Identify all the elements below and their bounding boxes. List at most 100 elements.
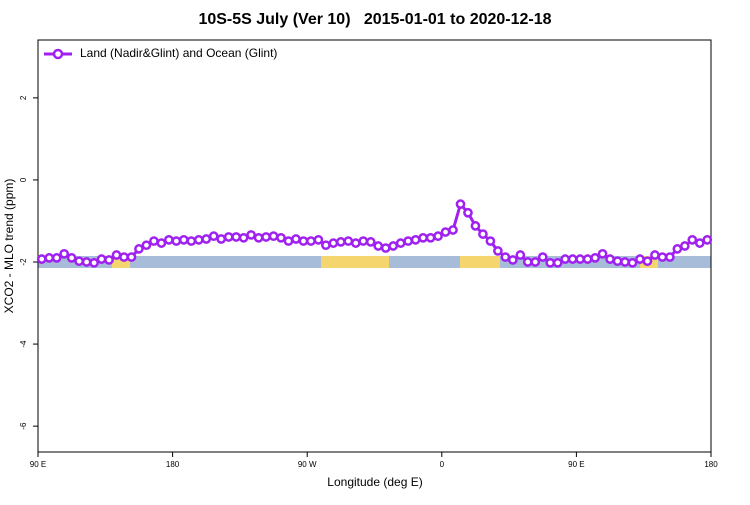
point xyxy=(74,256,84,267)
point xyxy=(298,236,309,246)
point xyxy=(440,227,451,237)
point xyxy=(276,232,286,243)
point xyxy=(238,232,249,243)
point xyxy=(530,257,541,267)
point xyxy=(679,241,690,251)
point xyxy=(253,232,264,243)
point xyxy=(201,234,212,244)
point xyxy=(178,234,189,245)
point xyxy=(507,255,518,265)
point xyxy=(463,207,473,218)
point xyxy=(358,236,369,246)
point xyxy=(51,253,62,263)
point xyxy=(186,236,197,246)
point xyxy=(149,236,159,246)
point xyxy=(208,231,219,242)
point xyxy=(635,254,645,264)
point xyxy=(328,238,339,248)
point xyxy=(575,254,585,264)
point xyxy=(642,256,653,267)
point xyxy=(672,244,683,254)
point xyxy=(410,234,421,245)
point xyxy=(448,225,458,235)
point xyxy=(612,256,623,267)
point xyxy=(433,231,443,242)
point xyxy=(702,234,713,245)
point xyxy=(59,248,70,259)
point xyxy=(171,236,182,246)
point xyxy=(522,257,533,267)
point xyxy=(313,234,324,245)
point xyxy=(687,234,698,245)
point xyxy=(657,252,668,262)
point xyxy=(283,236,294,246)
land-band xyxy=(321,256,389,268)
point xyxy=(403,236,413,246)
point xyxy=(380,243,391,253)
y-tick-label: -4 xyxy=(19,340,28,348)
x-tick-label: 180 xyxy=(166,460,180,469)
point xyxy=(493,246,503,256)
point xyxy=(36,254,47,264)
point xyxy=(478,229,488,239)
point xyxy=(470,221,481,231)
point xyxy=(597,248,608,259)
point xyxy=(552,257,563,268)
point xyxy=(343,236,354,246)
point xyxy=(321,240,331,251)
point xyxy=(246,230,256,240)
point xyxy=(395,238,406,248)
point xyxy=(223,232,234,242)
point xyxy=(336,237,346,247)
point xyxy=(485,236,496,246)
point xyxy=(500,252,511,262)
x-tick-label: 180 xyxy=(704,460,718,469)
x-tick-label: 90 E xyxy=(30,460,46,469)
point xyxy=(620,257,630,267)
point xyxy=(694,238,705,248)
point xyxy=(81,257,92,267)
point xyxy=(104,255,114,265)
point xyxy=(111,250,122,260)
land-band xyxy=(460,256,500,268)
point xyxy=(156,238,167,248)
point xyxy=(650,250,660,260)
legend-marker xyxy=(52,48,64,60)
point xyxy=(134,244,144,254)
x-tick-label: 90 W xyxy=(298,460,317,469)
point xyxy=(567,254,578,264)
point xyxy=(582,254,593,264)
point xyxy=(590,253,600,263)
point xyxy=(537,252,548,262)
point xyxy=(141,240,152,251)
point xyxy=(126,252,137,262)
point xyxy=(164,234,174,245)
y-tick-label: 2 xyxy=(19,95,28,100)
point xyxy=(455,199,466,209)
point xyxy=(388,241,399,251)
point xyxy=(515,250,526,260)
point xyxy=(350,238,361,248)
point xyxy=(231,232,242,242)
point xyxy=(261,232,271,242)
point xyxy=(291,234,301,244)
point xyxy=(373,241,384,251)
plot-frame xyxy=(37,39,712,453)
x-tick-label: 0 xyxy=(440,460,445,469)
point xyxy=(365,237,376,247)
point xyxy=(66,253,77,263)
point xyxy=(425,232,436,243)
point xyxy=(605,254,615,264)
legend-label: Land (Nadir&Glint) and Ocean (Glint) xyxy=(80,46,277,60)
point xyxy=(44,253,55,263)
point xyxy=(306,236,316,246)
point xyxy=(560,254,571,264)
y-tick-label: 0 xyxy=(19,177,28,182)
point xyxy=(119,252,129,262)
y-tick-label: -6 xyxy=(19,422,28,430)
point xyxy=(216,234,227,244)
point xyxy=(418,232,428,243)
point xyxy=(665,252,675,262)
